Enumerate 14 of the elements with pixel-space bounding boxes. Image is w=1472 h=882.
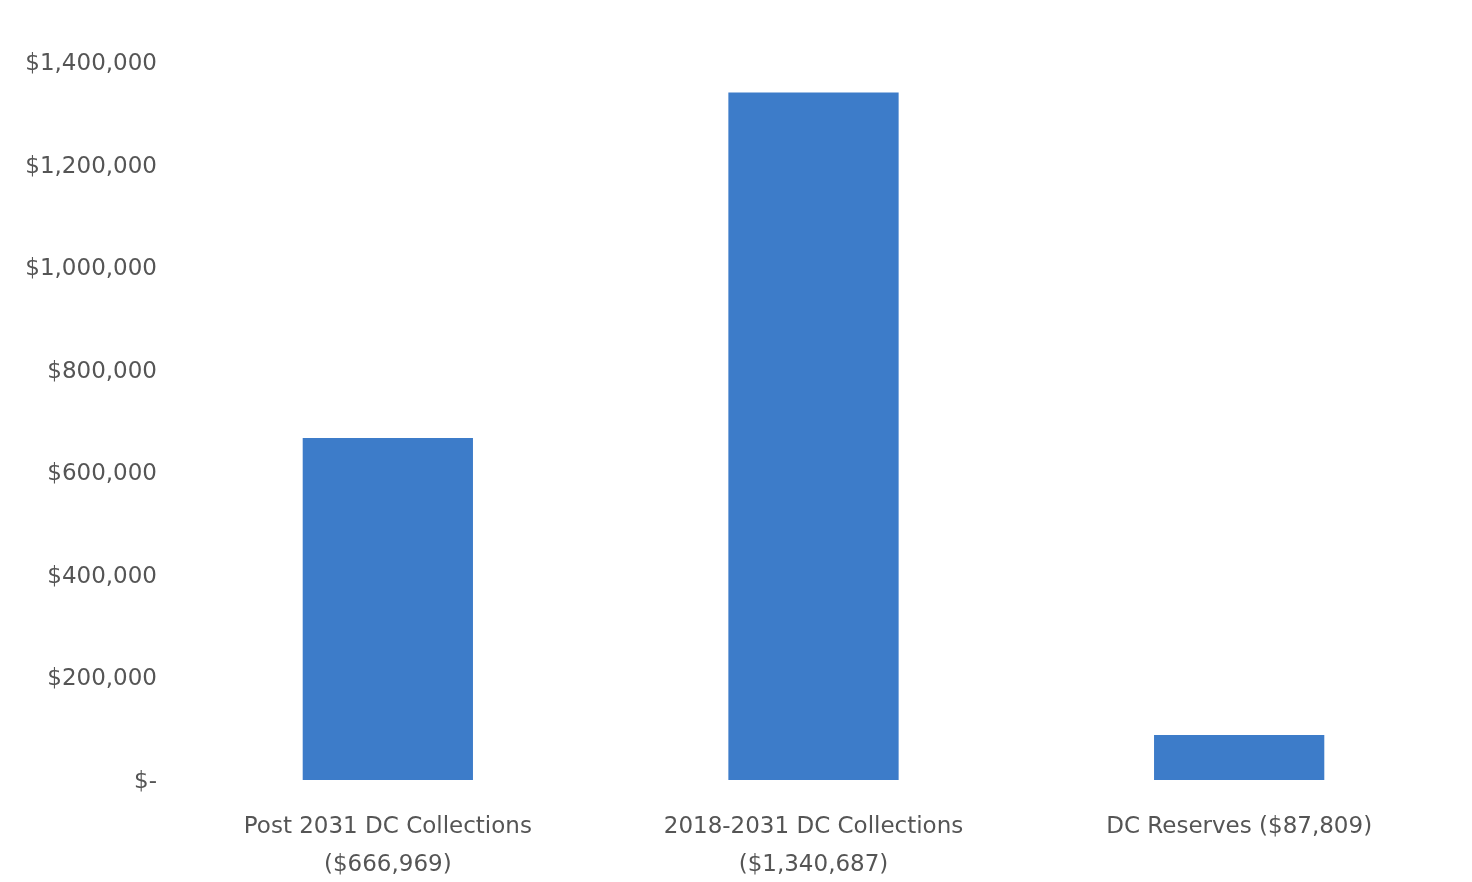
bar [1154, 734, 1325, 780]
x-tick-label: Post 2031 DC Collections ($666,969) [243, 812, 532, 876]
y-tick-label: $200,000 [47, 664, 157, 691]
y-tick-label: $1,200,000 [25, 151, 157, 178]
x-tick-label: DC Reserves ($87,809) [1106, 812, 1373, 838]
x-tick-label: 2018-2031 DC Collections ($1,340,687) [663, 812, 964, 876]
y-tick-label: $400,000 [47, 561, 157, 588]
bar [302, 437, 473, 780]
y-tick-label: $800,000 [47, 356, 157, 383]
bar [728, 92, 899, 780]
y-tick-label: $1,000,000 [25, 254, 157, 281]
y-tick-label: $- [134, 767, 157, 793]
y-tick-label: $600,000 [47, 459, 157, 486]
y-tick-label: $1,400,000 [25, 49, 157, 75]
